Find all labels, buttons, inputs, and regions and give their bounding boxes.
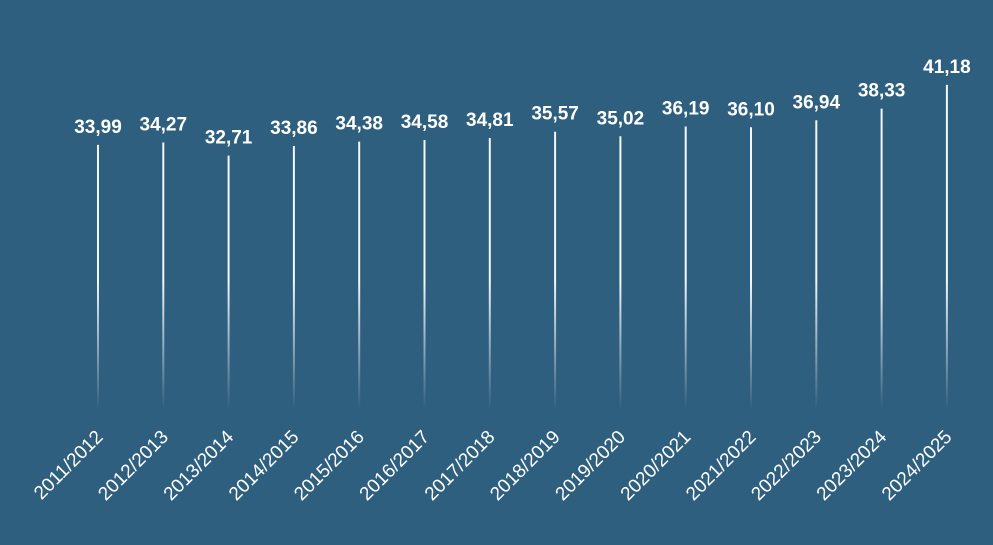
value-label: 34,38 [335, 114, 383, 135]
value-label: 32,71 [205, 128, 253, 149]
x-tick-label: 2021/2022 [682, 427, 760, 505]
x-tick-label: 2012/2013 [94, 427, 172, 505]
value-label: 41,18 [923, 57, 971, 78]
value-label: 36,19 [662, 99, 710, 120]
value-label: 33,86 [270, 118, 318, 139]
x-tick-label: 2024/2025 [878, 427, 956, 505]
value-label: 34,81 [466, 110, 514, 131]
value-label: 36,94 [793, 92, 841, 113]
x-tick-label: 2022/2023 [747, 427, 825, 505]
x-tick-label: 2016/2017 [356, 427, 434, 505]
x-tick-label: 2023/2024 [813, 426, 892, 505]
value-label: 35,02 [597, 108, 645, 129]
value-label: 34,58 [401, 112, 449, 133]
x-tick-label: 2017/2018 [421, 427, 499, 505]
x-tick-label: 2019/2020 [552, 427, 630, 505]
value-label: 38,33 [858, 81, 906, 102]
x-tick-label: 2018/2019 [486, 427, 564, 505]
value-label: 34,27 [140, 115, 188, 136]
x-tick-label: 2015/2016 [290, 427, 368, 505]
x-tick-label: 2020/2021 [617, 427, 695, 505]
value-label: 33,99 [74, 117, 122, 138]
value-label: 35,57 [531, 104, 579, 125]
x-tick-label: 2014/2015 [225, 427, 303, 505]
x-tick-label: 2013/2014 [160, 426, 239, 505]
value-label: 36,10 [727, 99, 775, 120]
